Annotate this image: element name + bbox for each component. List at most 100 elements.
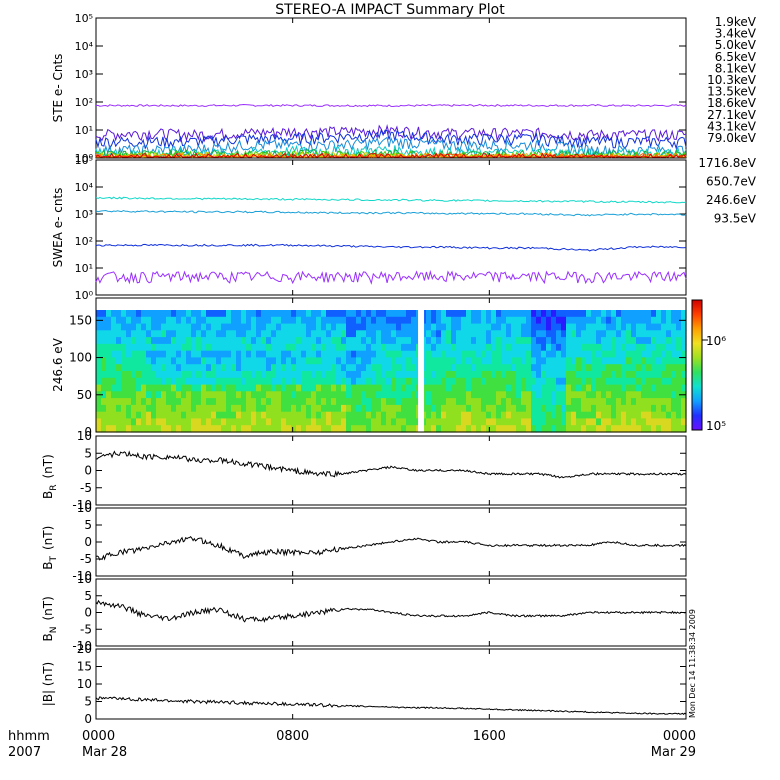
year-label: 2007	[8, 745, 41, 760]
legend-entry: 1716.8eV	[698, 156, 756, 170]
y-tick-label: 0	[84, 425, 92, 439]
legend-entry: 27.1keV	[707, 108, 757, 122]
series-line-6.5keV	[95, 136, 687, 159]
x-tick-label: 0000	[663, 729, 696, 744]
y-tick-label: 100	[69, 351, 92, 365]
svg-text:(nT): (nT)	[41, 526, 55, 550]
legend-entry: 13.5keV	[707, 85, 757, 99]
y-axis-label: BT (nT)	[41, 526, 59, 570]
svg-text:(nT): (nT)	[41, 454, 55, 478]
x-tick-label: 1600	[473, 729, 506, 744]
y-tick-label: 0	[84, 464, 92, 478]
panel-frame-6	[95, 648, 687, 720]
y-tick-label: -5	[80, 622, 92, 636]
heatmap-cells	[96, 310, 687, 433]
y-tick-label: -10	[72, 639, 92, 653]
y-axis-label: BN (nT)	[41, 596, 59, 641]
series-line-79.0keV	[95, 152, 687, 158]
svg-text:|B| (nT): |B| (nT)	[41, 662, 55, 706]
y-tick-label: 10⁴	[75, 181, 94, 194]
y-tick-label: 10¹	[75, 262, 93, 275]
panel-frame-3	[95, 435, 687, 506]
data-gap	[418, 310, 425, 432]
y-tick-label: 10⁰	[75, 289, 94, 302]
legend-entry: 246.6eV	[706, 193, 757, 207]
y-tick-label: -10	[72, 498, 92, 512]
field-trace-bn	[95, 599, 687, 623]
y-tick-label: 10	[77, 677, 92, 691]
legend-entry: 6.5keV	[715, 50, 757, 64]
end-date-label: Mar 29	[651, 745, 696, 760]
y-axis-label: SWEA e- cnts	[51, 188, 65, 268]
plot-title: STEREO-A IMPACT Summary Plot	[275, 2, 505, 18]
y-axis-label: STE e- Cnts	[51, 54, 65, 123]
legend-entry: 18.6keV	[707, 96, 757, 110]
y-tick-label: 150	[69, 313, 92, 327]
y-tick-label: 5	[84, 589, 92, 603]
panel-frame-2	[95, 297, 687, 433]
y-tick-label: 10	[77, 429, 92, 443]
timestamp-label: Mon Dec 14 11:38:34 2009	[688, 609, 697, 718]
y-axis-label: |B| (nT)	[41, 662, 55, 706]
y-axis-label: 246.6 eV	[51, 337, 65, 392]
field-trace-bt	[95, 536, 687, 561]
series-line-1.9keV	[95, 103, 687, 108]
series-line-650.7eV	[95, 243, 687, 252]
legend-entry: 1.9keV	[715, 15, 757, 29]
y-tick-label: 10⁵	[75, 12, 93, 25]
legend-entry: 43.1keV	[707, 119, 757, 133]
legend-entry: 8.1keV	[715, 61, 757, 75]
y-axis-label: BR (nT)	[41, 454, 59, 499]
colorbar-tick-label: 10⁵	[706, 419, 726, 433]
colorbar	[691, 299, 703, 431]
panel-frame-1	[95, 159, 687, 296]
y-tick-label: 50	[77, 388, 92, 402]
y-tick-label: 10³	[75, 208, 93, 221]
legend-entry: 650.7eV	[706, 175, 757, 189]
y-tick-label: 10¹	[75, 124, 93, 137]
legend-entry: 10.3keV	[707, 73, 757, 87]
legend-entry: 79.0keV	[707, 131, 757, 145]
field-trace-br	[95, 450, 687, 479]
y-tick-label: -5	[80, 481, 92, 495]
y-tick-label: 10	[77, 572, 92, 586]
svg-text:BN: BN	[41, 627, 59, 642]
series-line-10.3keV	[96, 148, 687, 159]
y-tick-label: 10²	[75, 235, 93, 248]
y-tick-label: 0	[84, 712, 92, 726]
y-tick-label: 10	[77, 501, 92, 515]
y-tick-label: 5	[84, 518, 92, 532]
time-format-label: hhmm	[8, 729, 50, 744]
x-tick-label: 0800	[276, 729, 309, 744]
y-tick-label: 10⁰	[75, 152, 94, 165]
y-tick-label: 15	[77, 660, 92, 674]
y-tick-label: 10⁴	[75, 40, 94, 53]
y-tick-label: 10³	[75, 68, 93, 81]
series-line-3.4keV	[95, 124, 687, 143]
colorbar-tick-label: 10⁶	[706, 334, 726, 348]
legend-entry: 3.4keV	[715, 27, 757, 41]
panel-frame-0	[95, 17, 687, 159]
y-tick-label: 5	[84, 446, 92, 460]
legend-entry: 93.5eV	[714, 212, 757, 226]
field-trace-bmag	[95, 696, 687, 715]
svg-text:(nT): (nT)	[41, 596, 55, 620]
series-line-5.0keV	[95, 128, 687, 151]
legend-entry: 5.0keV	[715, 38, 757, 52]
series-line-246.6eV	[95, 209, 687, 217]
svg-text:BR: BR	[41, 485, 59, 500]
series-line-93.5eV	[95, 196, 687, 204]
y-tick-label: 0	[84, 606, 92, 620]
start-date-label: Mar 28	[82, 745, 127, 760]
x-tick-label: 0000	[82, 729, 115, 744]
y-tick-label: 10⁵	[75, 154, 93, 167]
y-tick-label: 0	[84, 535, 92, 549]
y-tick-label: -10	[72, 569, 92, 583]
y-tick-label: 10²	[75, 96, 93, 109]
svg-text:BT: BT	[41, 556, 59, 570]
series-line-1716.8eV	[95, 269, 687, 285]
y-tick-label: -5	[80, 552, 92, 566]
y-tick-label: 5	[84, 695, 92, 709]
